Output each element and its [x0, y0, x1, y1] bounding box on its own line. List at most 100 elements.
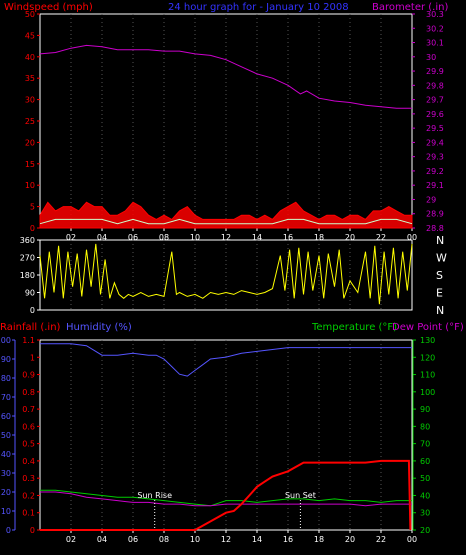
x-tick-label: 14	[252, 535, 262, 544]
top-x-ticks: 02 04 06 08 10 12 14 16 18 20 22 00	[66, 228, 417, 242]
x-tick-label: 18	[314, 233, 324, 242]
x-tick-label: 02	[66, 535, 76, 544]
wind-tick-label: 15	[25, 160, 35, 169]
sunrise-label: Sun Rise	[137, 491, 172, 500]
compass-label: E	[436, 287, 443, 300]
sunset-label: Sun Set	[285, 491, 316, 500]
wind-title: Windspeed (mph)	[4, 2, 93, 13]
x-tick-label: 06	[128, 535, 138, 544]
rain-tick-label: 0.6	[22, 422, 35, 431]
direction-panel-frame	[39, 239, 413, 311]
rain-tick-label: 1	[30, 353, 35, 362]
wind-tick-label: 5	[30, 203, 35, 212]
rainfall-series	[40, 459, 412, 531]
bottom-series	[40, 343, 412, 531]
bottom-panel-grid	[70, 340, 382, 530]
temp-tick-label: 60	[420, 457, 430, 466]
graph-title: 24 hour graph for - January 10 2008	[168, 2, 349, 13]
rain-tick-label: 1.1	[22, 336, 35, 345]
rain-tick-label: 0.2	[22, 491, 35, 500]
direction-tick-label: 270	[20, 254, 35, 263]
temp-tick-label: 40	[420, 491, 430, 500]
compass-label: S	[436, 269, 443, 282]
temperature-series	[40, 489, 412, 507]
direction-tick-label: 90	[25, 289, 35, 298]
x-tick-label: 00	[407, 535, 417, 544]
x-tick-label: 04	[97, 535, 107, 544]
temp-tick-label: 110	[420, 371, 435, 380]
x-tick-label: 16	[283, 233, 293, 242]
rain-tick-label: 0.3	[22, 474, 35, 483]
wind-tick-label: 10	[25, 181, 35, 190]
baro-tick-label: 29.8	[426, 81, 444, 90]
wind-gust-series	[39, 201, 413, 229]
direction-series	[39, 243, 413, 305]
baro-tick-label: 29.3	[426, 153, 444, 162]
wind-tick-label: 45	[25, 31, 35, 40]
baro-tick-label: 30.2	[426, 24, 444, 33]
temp-tick-label: 30	[420, 509, 430, 518]
wind-tick-label: 0	[30, 224, 35, 233]
wind-tick-label: 50	[25, 10, 35, 19]
baro-tick-label: 29.4	[426, 138, 444, 147]
x-tick-label: 22	[376, 535, 386, 544]
baro-tick-label: 29.5	[426, 124, 444, 133]
humidity-title: Humidity (%)	[66, 322, 132, 333]
temp-tick-label: 120	[420, 353, 435, 362]
x-tick-label: 20	[345, 535, 355, 544]
barometer-title: Barometer (.in)	[372, 2, 448, 13]
dewpoint-title: Dew Point (°F)	[392, 322, 464, 333]
compass-label: N	[436, 234, 444, 247]
wind-tick-label: 40	[25, 53, 35, 62]
baro-tick-label: 28.9	[426, 210, 444, 219]
wind-tick-label: 25	[25, 117, 35, 126]
humidity-series	[40, 343, 412, 377]
x-tick-label: 10	[190, 535, 200, 544]
compass-label: N	[436, 304, 444, 317]
x-tick-label: 06	[128, 233, 138, 242]
humidity-tick-label: 30	[1, 469, 11, 478]
x-tick-label: 14	[252, 233, 262, 242]
top-series	[39, 44, 413, 229]
temp-tick-label: 90	[420, 405, 430, 414]
x-tick-label: 08	[159, 233, 169, 242]
x-tick-label: 12	[221, 233, 231, 242]
humidity-tick-label: 90	[1, 355, 11, 364]
wind-direction-series	[39, 243, 413, 305]
x-tick-label: 00	[407, 233, 417, 242]
humidity-axis-ticks: 0 10 20 30 40 50 60 70 80 90 100	[0, 336, 15, 535]
humidity-tick-label: 10	[1, 507, 11, 516]
humidity-tick-label: 0	[6, 526, 11, 535]
rain-tick-label: 0.7	[22, 405, 35, 414]
x-tick-label: 12	[221, 535, 231, 544]
x-tick-label: 04	[97, 233, 107, 242]
humidity-tick-label: 50	[1, 431, 11, 440]
rain-tick-label: 0.1	[22, 509, 35, 518]
x-tick-label: 08	[159, 535, 169, 544]
temp-tick-label: 130	[420, 336, 435, 345]
x-tick-label: 22	[376, 233, 386, 242]
temperature-title: Temperature (°F)	[311, 322, 397, 333]
temp-tick-label: 50	[420, 474, 430, 483]
wind-tick-label: 35	[25, 74, 35, 83]
baro-tick-label: 29.1	[426, 181, 444, 190]
x-tick-label: 02	[66, 233, 76, 242]
rain-title: Rainfall (.in)	[0, 322, 61, 333]
dewpoint-series	[40, 491, 412, 507]
baro-tick-label: 30.3	[426, 10, 444, 19]
baro-tick-label: 30.1	[426, 39, 444, 48]
direction-panel-grid	[70, 240, 382, 310]
humidity-tick-label: 70	[1, 393, 11, 402]
barometer-series	[39, 44, 412, 109]
bottom-x-ticks: 02 04 06 08 10 12 14 16 18 20 22 00	[66, 530, 417, 544]
direction-tick-label: 360	[20, 236, 35, 245]
temp-tick-label: 70	[420, 440, 430, 449]
direction-tick-label: 0	[30, 306, 35, 315]
rain-tick-label: 0.5	[22, 440, 35, 449]
x-tick-label: 18	[314, 535, 324, 544]
baro-tick-label: 30	[426, 53, 436, 62]
rainfall-axis-ticks: 0 0.1 0.2 0.3 0.4 0.5 0.6 0.7 0.8 0.9 1 1.1	[22, 336, 40, 535]
x-tick-label: 20	[345, 233, 355, 242]
